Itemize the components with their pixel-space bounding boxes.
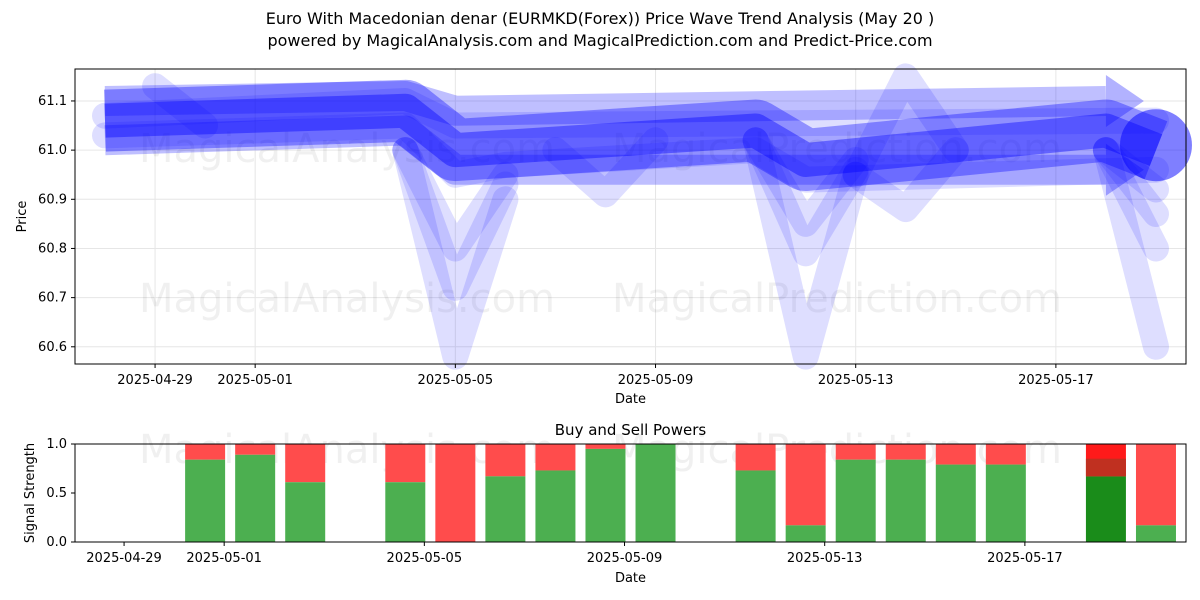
wave-band [1092, 137, 1169, 360]
price-x-tick-label: 2025-05-01 [217, 373, 293, 388]
wave-layer [92, 63, 1192, 370]
price-plot-background [75, 69, 1186, 364]
watermark-text: MagicalPrediction.com [612, 126, 1062, 172]
sell-power-bar [585, 444, 626, 449]
sell-power-bar [885, 444, 926, 460]
signal-x-tick-label: 2025-05-17 [987, 551, 1063, 566]
sell-power-bar [985, 444, 1026, 465]
buy-power-bar [235, 454, 276, 542]
wave-band [392, 137, 519, 370]
wave-band [842, 63, 969, 188]
buy-power-bar [485, 476, 526, 542]
price-x-tick-label: 2025-05-13 [818, 373, 894, 388]
price-x-tick-label: 2025-05-05 [418, 373, 494, 388]
price-y-tick-label: 60.8 [38, 241, 67, 256]
wave-arrow-head [1105, 74, 1144, 127]
price-x-tick-label: 2025-05-17 [1018, 373, 1094, 388]
signal-x-axis-label: Date [615, 571, 646, 586]
price-y-tick-label: 61.0 [38, 143, 67, 158]
sell-power-bar [235, 444, 276, 455]
price-y-tick-label: 60.7 [38, 291, 67, 306]
signal-x-tick-label: 2025-05-13 [787, 551, 863, 566]
wave-arrow-band [104, 81, 1107, 126]
signal-x-tick-label: 2025-04-29 [86, 551, 162, 566]
wave-arrow-band [104, 115, 1106, 185]
sell-power-bar [735, 444, 776, 471]
wave-band [542, 127, 669, 208]
sell-power-bar [535, 444, 576, 471]
buy-power-bar [185, 459, 226, 542]
wave-band [1092, 137, 1169, 262]
signal-y-tick-label: 1.0 [46, 437, 67, 452]
signal-x-tick-label: 2025-05-01 [186, 551, 262, 566]
sell-power-bar [385, 444, 426, 483]
signal-y-axis-label: Signal Strength [23, 443, 38, 543]
price-x-tick-label: 2025-05-09 [618, 373, 694, 388]
price-x-axis-label: Date [615, 392, 646, 407]
wave-band [92, 88, 1169, 139]
buy-power-bar [1135, 525, 1176, 542]
buy-power-bar [885, 459, 926, 542]
chart-title: Euro With Macedonian denar (EURMKD(Forex… [265, 9, 935, 28]
sell-power-bar [435, 444, 476, 542]
chart-subtitle: powered by MagicalAnalysis.com and Magic… [267, 31, 933, 50]
main-wave-outer [103, 79, 1168, 191]
buy-power-bar [985, 464, 1026, 542]
main-wave-inner [104, 93, 1163, 177]
signal-y-tick-label: 0.5 [46, 486, 67, 501]
wave-band [842, 137, 969, 223]
wave-band [392, 137, 519, 301]
price-plot-frame [74, 68, 1187, 365]
price-y-tick-label: 61.1 [38, 94, 67, 109]
wave-band [1092, 137, 1169, 227]
wave-band [92, 112, 1169, 193]
sell-power-bar [1135, 444, 1176, 526]
sell-power-bar [785, 444, 826, 526]
sell-power-bar [285, 444, 326, 483]
wave-band [142, 73, 219, 139]
buy-power-bar [1085, 476, 1126, 542]
signal-x-tick-label: 2025-05-09 [587, 551, 663, 566]
sell-power-bar [935, 444, 976, 465]
price-y-tick-label: 60.6 [38, 340, 67, 355]
sell-power-bar [835, 444, 876, 460]
buy-power-bar [835, 459, 876, 542]
watermark-text: MagicalAnalysis.com [139, 276, 555, 322]
sell-power-bar [485, 444, 526, 477]
wave-band [742, 127, 869, 237]
buy-power-bar [735, 470, 776, 542]
buy-power-bar [385, 482, 426, 542]
buy-power-bar [585, 448, 626, 542]
signal-overlap-band [1085, 458, 1126, 477]
wave-band [742, 127, 869, 370]
signal-y-tick-label: 0.0 [46, 535, 67, 550]
buy-power-bar [935, 464, 976, 542]
wave-band [742, 127, 869, 267]
buy-power-bar [285, 482, 326, 542]
wave-band [392, 137, 519, 262]
signal-x-tick-label: 2025-05-05 [387, 551, 463, 566]
watermark-text: MagicalAnalysis.com [139, 126, 555, 172]
price-x-tick-label: 2025-04-29 [117, 373, 193, 388]
signal-chart-title: Buy and Sell Powers [555, 421, 707, 439]
buy-power-bar [535, 470, 576, 542]
price-y-axis-label: Price [15, 201, 30, 233]
buy-power-bar [785, 525, 826, 542]
price-y-tick-label: 60.9 [38, 192, 67, 207]
watermark-text: MagicalPrediction.com [612, 276, 1062, 322]
sell-power-bar [185, 444, 226, 460]
main-wave-endcap [1119, 109, 1192, 182]
wave-arrow-head [1105, 143, 1144, 196]
buy-power-bar [635, 444, 676, 542]
